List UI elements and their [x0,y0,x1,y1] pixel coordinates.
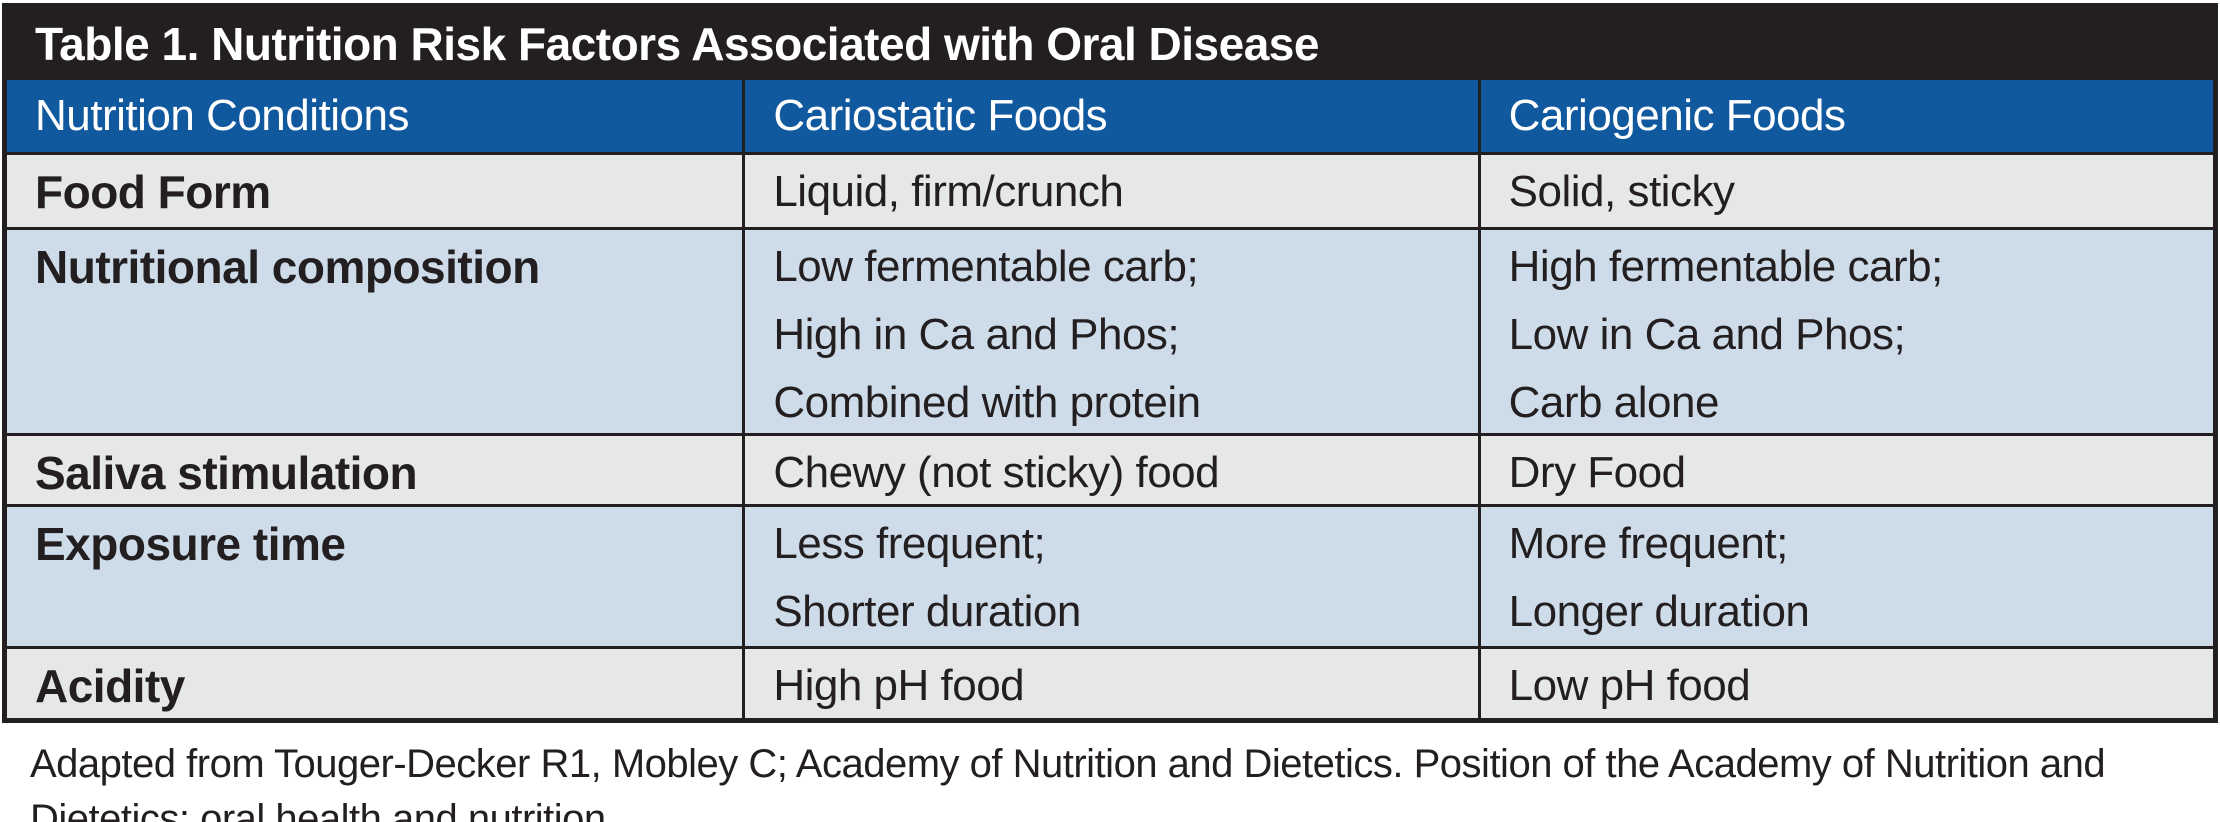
row-condition-label: Acidity [35,660,185,712]
table-row: Exposure time Less frequent; Shorter dur… [7,504,2213,646]
row-condition-label: Exposure time [35,518,346,570]
table-title: Table 1. Nutrition Risk Factors Associat… [35,18,1319,70]
nutrition-risk-table: Table 1. Nutrition Risk Factors Associat… [2,3,2218,723]
row-cariostatic-value: Chewy (not sticky) food [742,436,1477,507]
row-condition-label: Saliva stimulation [35,447,418,499]
table-row: Nutritional composition Low fermentable … [7,227,2213,437]
row-cariogenic-value: Solid, sticky [1477,155,2213,227]
table-row: Food Form Liquid, firm/crunch Solid, sti… [7,152,2213,227]
table-header-row: Nutrition Conditions Cariostatic Foods C… [7,80,2213,152]
row-cariogenic-value: Dry Food [1477,436,2213,507]
column-header-nutrition-conditions: Nutrition Conditions [35,91,409,140]
row-cariostatic-value: Less frequent; Shorter duration [742,507,1477,646]
table-title-bar: Table 1. Nutrition Risk Factors Associat… [7,8,2213,80]
row-condition-label: Nutritional composition [35,241,540,293]
row-condition-label: Food Form [35,166,271,218]
column-header-cariogenic-foods: Cariogenic Foods [1477,80,2213,152]
row-cariogenic-value: High fermentable carb; Low in Ca and Pho… [1477,230,2213,437]
source-citation: Adapted from Touger-Decker R1, Mobley C;… [30,737,2214,822]
table-row: Saliva stimulation Chewy (not sticky) fo… [7,433,2213,507]
row-cariostatic-value: Liquid, firm/crunch [742,155,1477,227]
row-cariogenic-value: More frequent; Longer duration [1477,507,2213,646]
row-cariogenic-value: Low pH food [1477,649,2213,720]
row-cariostatic-value: High pH food [742,649,1477,720]
citation-line1: Adapted from Touger-Decker R1, Mobley C;… [30,742,2106,822]
table-row: Acidity High pH food Low pH food [7,646,2213,720]
column-header-cariostatic-foods: Cariostatic Foods [742,80,1477,152]
row-cariostatic-value: Low fermentable carb; High in Ca and Pho… [742,230,1477,437]
